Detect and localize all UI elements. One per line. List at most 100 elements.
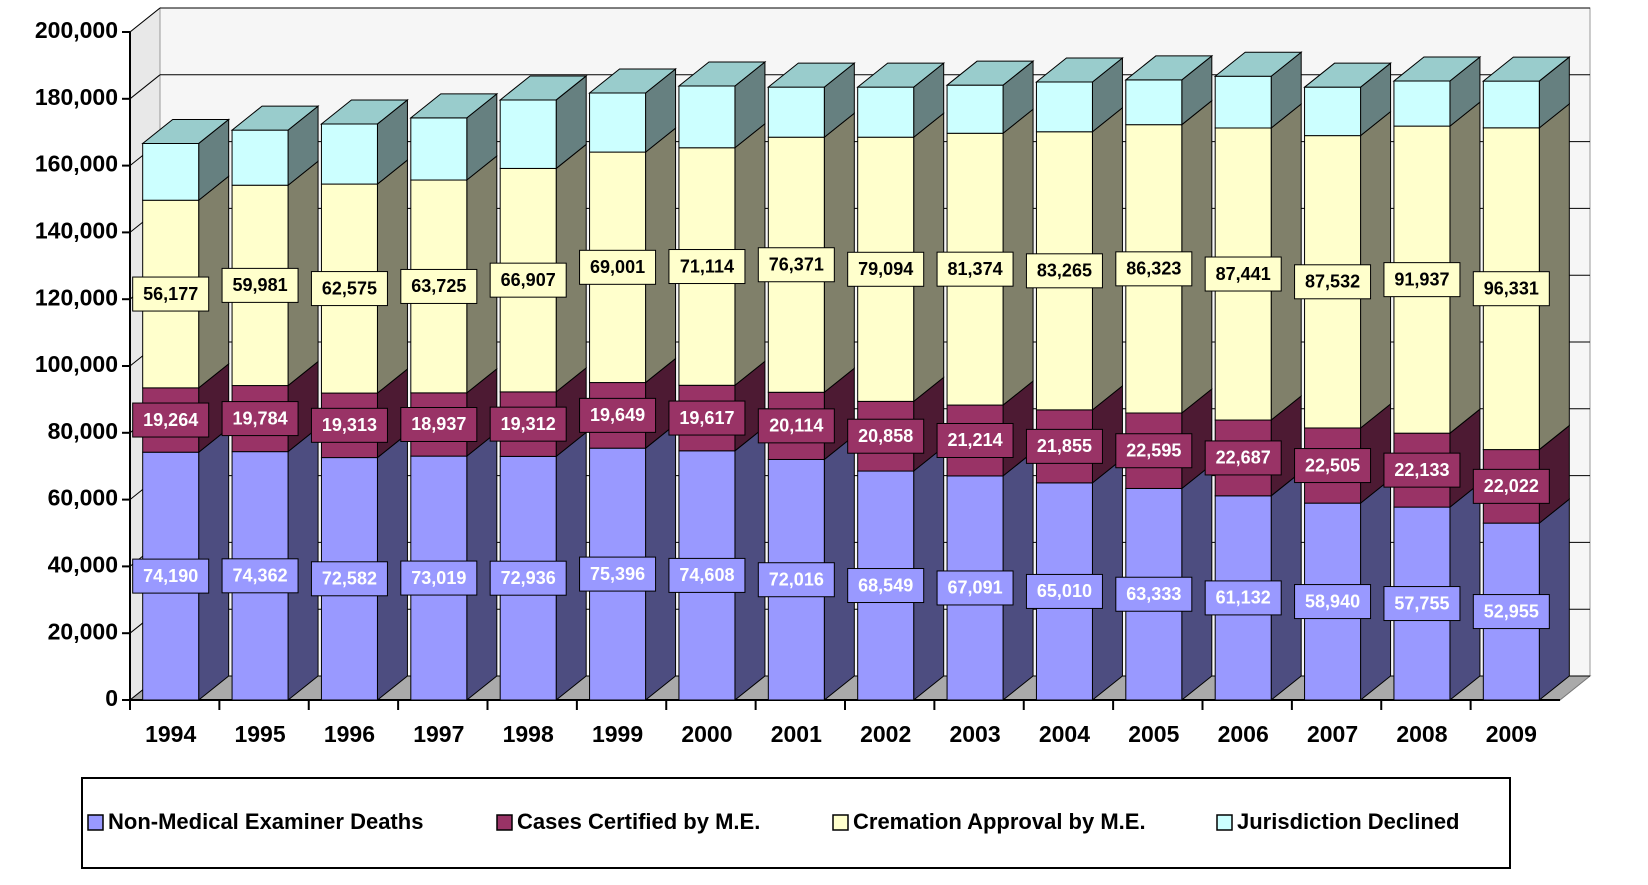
- value-label: 21,855: [1037, 436, 1092, 456]
- bar-top: [677, 61, 767, 87]
- value-label: 57,755: [1394, 593, 1449, 613]
- grid-line: [129, 7, 161, 33]
- value-label-box: [579, 397, 657, 433]
- value-label-box: [1025, 428, 1103, 464]
- value-label: 63,333: [1126, 584, 1181, 604]
- bar-top: [1124, 55, 1214, 81]
- value-label: 20,858: [858, 426, 913, 446]
- value-label-box: [1383, 452, 1461, 488]
- value-label: 66,907: [501, 270, 556, 290]
- value-label: 19,313: [322, 415, 377, 435]
- bar-top: [766, 62, 856, 88]
- value-label-box: [1383, 262, 1461, 298]
- y-tick-label: 80,000: [48, 418, 118, 444]
- y-tick-label: 160,000: [35, 151, 118, 177]
- value-label: 79,094: [858, 259, 913, 279]
- value-label: 74,362: [233, 566, 288, 586]
- bar: [1482, 80, 1540, 129]
- value-label: 61,132: [1216, 588, 1271, 608]
- x-tick-label: 1998: [503, 721, 554, 747]
- y-tick-label: 60,000: [48, 485, 118, 511]
- value-label: 20,114: [769, 416, 823, 436]
- x-tick-label: 2001: [771, 721, 822, 747]
- value-label-box: [489, 262, 567, 298]
- value-label-box: [310, 407, 388, 443]
- value-label: 59,981: [233, 275, 288, 295]
- value-label: 81,374: [948, 259, 1003, 279]
- bar-top: [1213, 51, 1303, 77]
- value-label-box: [310, 561, 388, 597]
- bar-top: [320, 99, 409, 125]
- value-label-box: [1294, 584, 1372, 620]
- bar: [499, 99, 557, 169]
- bar-top: [498, 75, 588, 101]
- value-label-box: [221, 558, 299, 594]
- value-label: 87,441: [1216, 264, 1271, 284]
- value-label: 19,264: [143, 410, 198, 430]
- x-tick-label: 2000: [681, 721, 732, 747]
- x-tick-label: 2005: [1128, 721, 1179, 747]
- legend-swatch: [1216, 814, 1233, 831]
- value-label-box: [1115, 433, 1193, 469]
- value-label-box: [1115, 576, 1193, 612]
- value-label: 76,371: [769, 254, 824, 274]
- x-tick-label: 1995: [234, 721, 285, 747]
- bar: [1304, 86, 1362, 137]
- legend-swatch: [496, 814, 513, 831]
- value-label: 19,312: [501, 414, 556, 434]
- x-tick-label: 2002: [860, 721, 911, 747]
- bar-top: [945, 60, 1035, 86]
- x-tick-label: 2004: [1039, 721, 1090, 747]
- value-label-box: [1204, 256, 1282, 292]
- value-label: 22,687: [1216, 448, 1271, 468]
- bar-top: [1303, 62, 1392, 88]
- bar: [1393, 80, 1451, 127]
- value-label: 68,549: [858, 575, 913, 595]
- y-tick-label: 100,000: [35, 351, 118, 377]
- value-label: 73,019: [411, 568, 466, 588]
- grid-line: [129, 74, 161, 100]
- y-tick-label: 180,000: [35, 84, 118, 110]
- value-label-box: [489, 406, 567, 442]
- y-tick-label: 0: [105, 685, 118, 711]
- value-label: 56,177: [143, 284, 198, 304]
- value-label: 72,936: [501, 568, 556, 588]
- value-label: 18,937: [411, 414, 466, 434]
- value-label-box: [847, 568, 925, 604]
- legend-label: Cases Certified by M.E.: [517, 809, 760, 834]
- bar-top: [1035, 57, 1124, 83]
- bar-top: [1481, 56, 1571, 82]
- value-label-box: [668, 400, 746, 436]
- value-label: 22,595: [1126, 440, 1181, 460]
- value-label-box: [757, 408, 835, 444]
- value-label: 67,091: [948, 578, 1003, 598]
- bar-top: [409, 93, 499, 119]
- bar-top: [856, 62, 946, 88]
- legend-swatch: [87, 814, 104, 831]
- value-label: 22,505: [1305, 455, 1360, 475]
- value-label-box: [221, 267, 299, 303]
- bar: [589, 92, 647, 153]
- value-label: 65,010: [1037, 581, 1092, 601]
- value-label-box: [489, 560, 567, 596]
- y-tick-label: 40,000: [48, 551, 118, 577]
- bar: [231, 129, 289, 186]
- value-label-box: [1115, 251, 1193, 287]
- value-label: 22,133: [1394, 460, 1449, 480]
- y-tick-label: 120,000: [35, 284, 118, 310]
- bar: [767, 86, 825, 138]
- value-label-box: [668, 249, 746, 285]
- value-label-box: [1383, 586, 1461, 622]
- value-label: 72,016: [769, 569, 824, 589]
- value-label-box: [221, 401, 299, 437]
- value-label-box: [1294, 448, 1372, 484]
- value-label: 83,265: [1037, 261, 1092, 281]
- bar-top: [588, 68, 677, 94]
- bar: [946, 84, 1004, 134]
- legend-label: Non-Medical Examiner Deaths: [108, 809, 423, 834]
- x-tick-label: 2008: [1396, 721, 1447, 747]
- value-label-box: [757, 562, 835, 598]
- bar-top: [141, 118, 231, 144]
- bar: [320, 123, 378, 185]
